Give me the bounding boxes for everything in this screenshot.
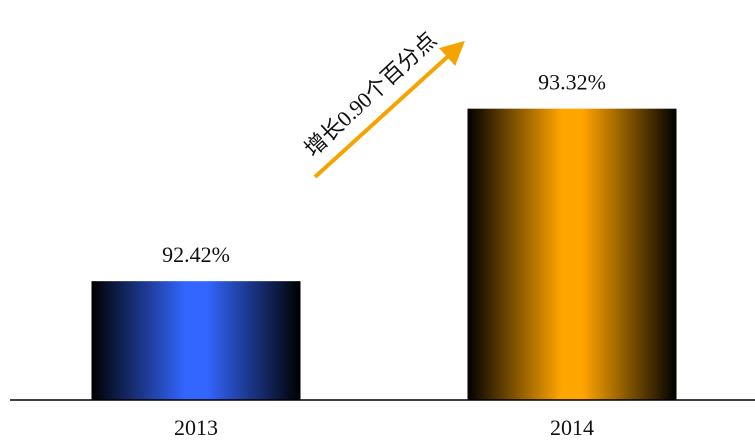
bar (91, 281, 301, 400)
growth-arrow (313, 40, 465, 179)
bar (467, 108, 677, 401)
value-label: 92.42% (162, 242, 230, 267)
value-label: 93.32% (538, 70, 606, 95)
x-tick-label: 2014 (550, 415, 594, 440)
annotation: 增长0.90个百分点 (299, 27, 441, 162)
x-tick-label: 2013 (174, 415, 218, 440)
